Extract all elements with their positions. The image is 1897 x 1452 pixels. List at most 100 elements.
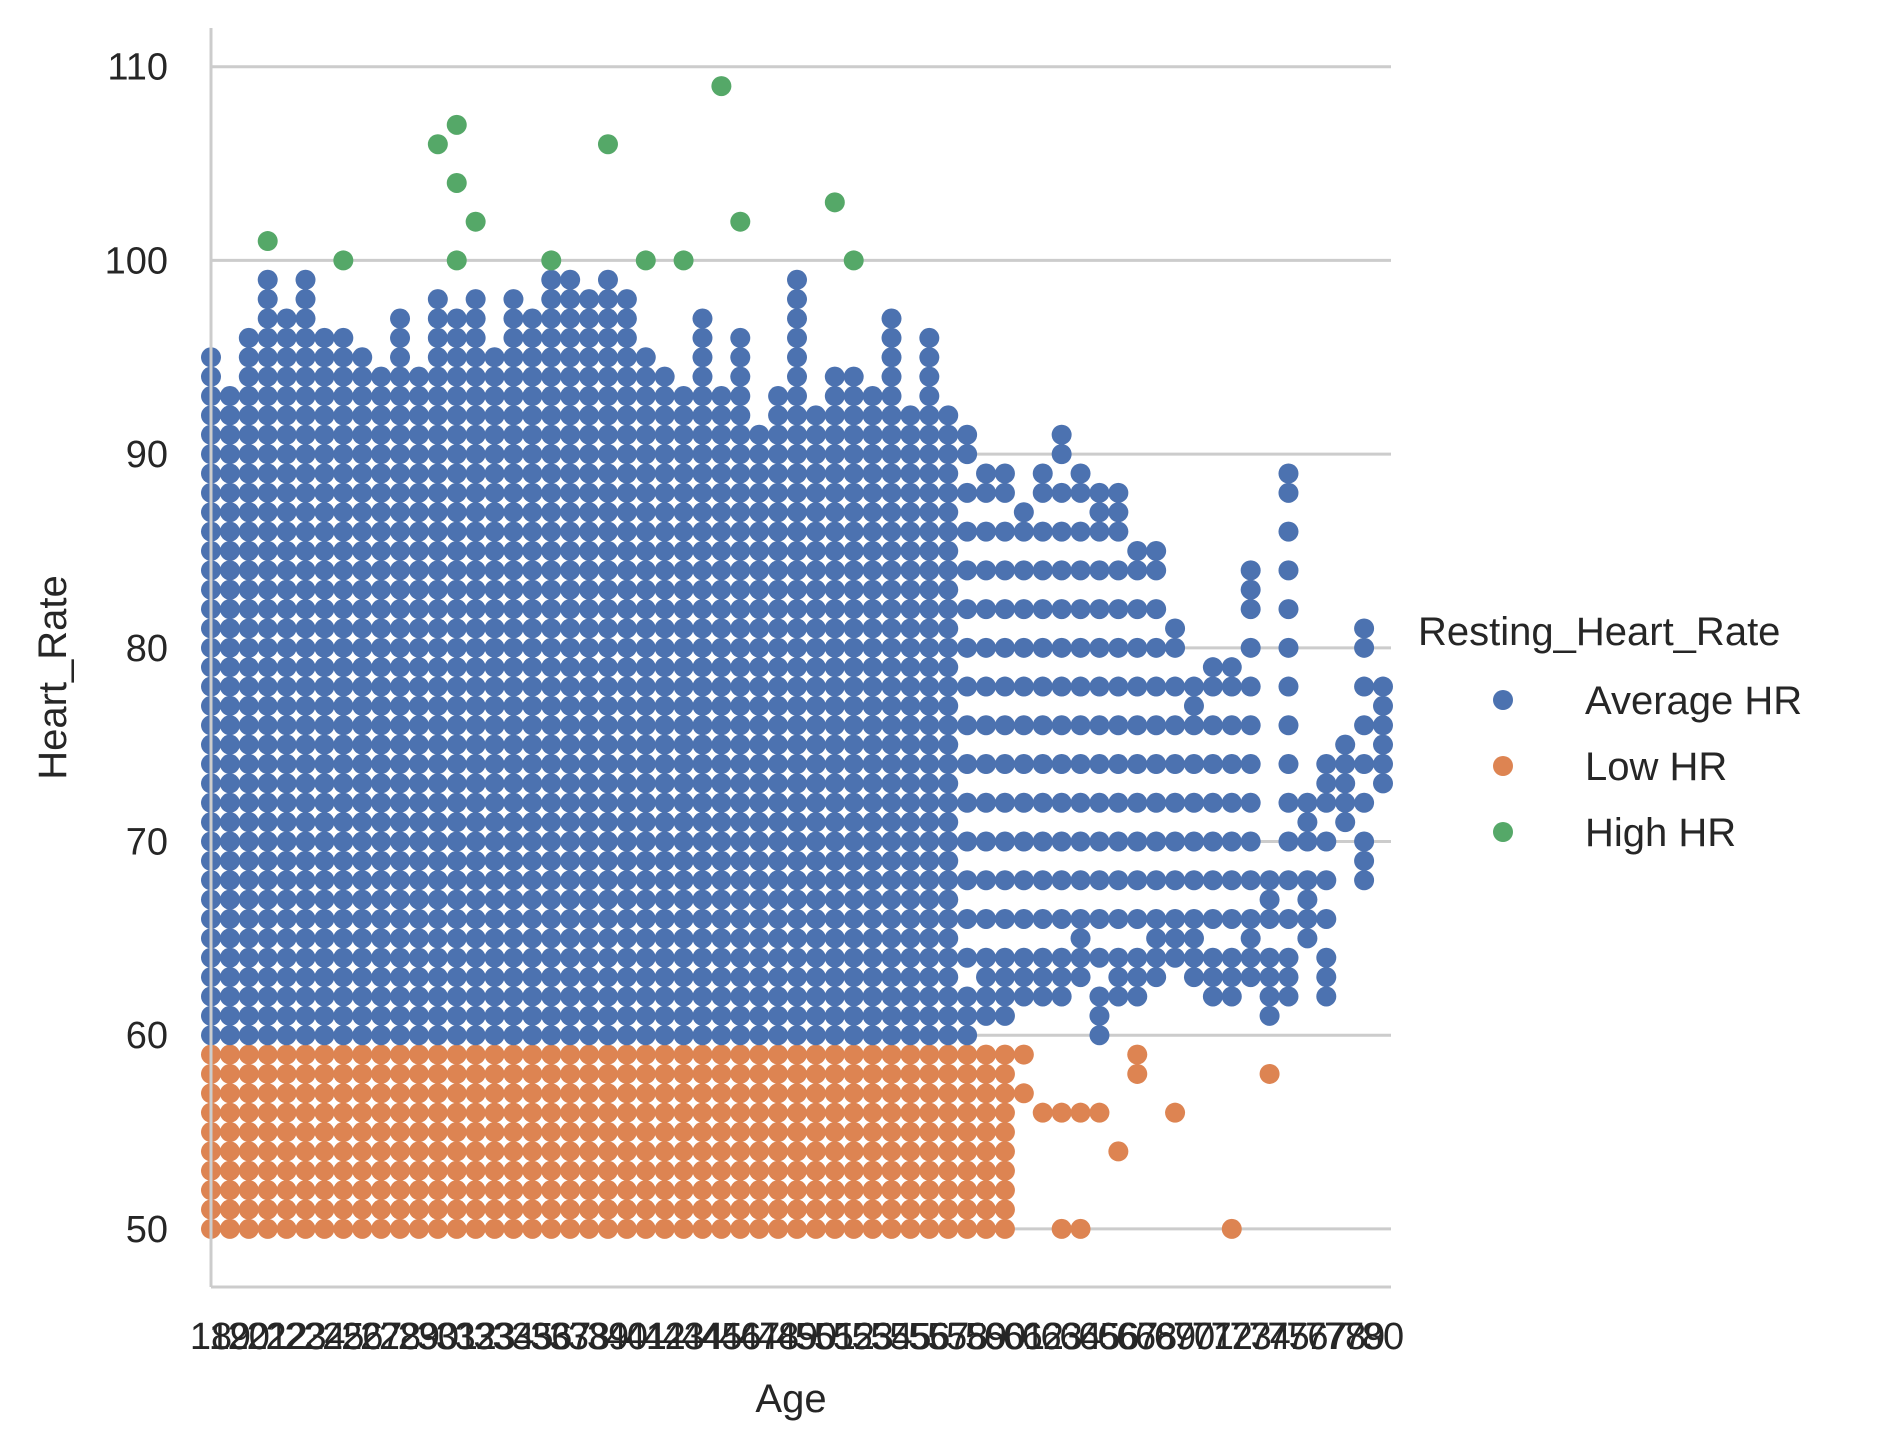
point-average-hr	[1089, 637, 1110, 658]
point-average-hr	[579, 444, 600, 465]
point-low-hr	[768, 1083, 789, 1104]
point-average-hr	[1070, 967, 1091, 988]
point-average-hr	[295, 1025, 316, 1046]
point-low-hr	[276, 1063, 297, 1084]
point-average-hr	[484, 792, 505, 813]
point-average-hr	[1051, 482, 1072, 503]
point-average-hr	[257, 502, 278, 523]
point-average-hr	[768, 967, 789, 988]
point-average-hr	[352, 928, 373, 949]
point-average-hr	[749, 831, 770, 852]
point-average-hr	[749, 444, 770, 465]
point-average-hr	[390, 967, 411, 988]
point-low-hr	[616, 1122, 637, 1143]
point-average-hr	[787, 347, 807, 368]
point-average-hr	[843, 734, 864, 755]
point-average-hr	[446, 695, 467, 716]
point-average-hr	[503, 715, 524, 736]
point-average-hr	[1089, 502, 1110, 523]
point-average-hr	[371, 463, 392, 484]
point-average-hr	[805, 482, 826, 503]
point-average-hr	[843, 463, 864, 484]
point-average-hr	[390, 889, 411, 910]
point-average-hr	[919, 986, 940, 1007]
point-low-hr	[919, 1199, 940, 1220]
point-average-hr	[730, 947, 751, 968]
x-tick-label: 40	[606, 1316, 648, 1358]
point-average-hr	[692, 405, 713, 426]
point-low-hr	[446, 1141, 467, 1162]
point-low-hr	[390, 1122, 411, 1143]
point-average-hr	[560, 831, 581, 852]
point-low-hr	[957, 1102, 978, 1123]
point-average-hr	[446, 579, 467, 600]
point-average-hr	[541, 521, 562, 542]
point-average-hr	[503, 657, 524, 678]
point-average-hr	[862, 482, 883, 503]
point-average-hr	[579, 289, 600, 310]
point-average-hr	[843, 482, 864, 503]
point-average-hr	[1089, 831, 1110, 852]
point-low-hr	[276, 1141, 297, 1162]
point-average-hr	[295, 986, 316, 1007]
point-average-hr	[579, 676, 600, 697]
point-low-hr	[503, 1044, 524, 1065]
point-average-hr	[900, 715, 921, 736]
point-average-hr	[219, 676, 240, 697]
point-average-hr	[692, 521, 713, 542]
point-average-hr	[843, 405, 864, 426]
point-low-hr	[503, 1063, 524, 1084]
point-average-hr	[843, 928, 864, 949]
point-average-hr	[219, 521, 240, 542]
point-low-hr	[787, 1141, 807, 1162]
point-average-hr	[427, 347, 448, 368]
point-average-hr	[881, 967, 902, 988]
point-average-hr	[787, 715, 807, 736]
point-average-hr	[257, 308, 278, 329]
point-average-hr	[484, 734, 505, 755]
point-low-hr	[805, 1141, 826, 1162]
point-low-hr	[427, 1044, 448, 1065]
point-average-hr	[352, 405, 373, 426]
point-low-hr	[673, 1102, 694, 1123]
point-low-hr	[541, 1218, 562, 1239]
point-average-hr	[390, 482, 411, 503]
point-low-hr	[711, 1141, 732, 1162]
point-average-hr	[768, 870, 789, 891]
point-average-hr	[314, 347, 335, 368]
point-average-hr	[711, 947, 732, 968]
point-low-hr	[805, 1102, 826, 1123]
point-low-hr	[484, 1199, 505, 1220]
point-average-hr	[541, 405, 562, 426]
x-tick-label: 48	[757, 1316, 799, 1358]
point-low-hr	[938, 1180, 959, 1201]
point-average-hr	[238, 347, 259, 368]
point-average-hr	[881, 812, 902, 833]
point-average-hr	[616, 676, 637, 697]
point-average-hr	[805, 734, 826, 755]
point-average-hr	[597, 754, 618, 775]
point-average-hr	[371, 482, 392, 503]
point-average-hr	[427, 618, 448, 639]
point-average-hr	[257, 327, 278, 348]
point-high-hr	[446, 114, 467, 135]
point-low-hr	[408, 1180, 429, 1201]
point-average-hr	[560, 695, 581, 716]
point-average-hr	[824, 734, 845, 755]
point-average-hr	[1202, 792, 1223, 813]
point-low-hr	[862, 1083, 883, 1104]
point-average-hr	[371, 850, 392, 871]
point-average-hr	[673, 482, 694, 503]
point-average-hr	[635, 1005, 656, 1026]
point-low-hr	[219, 1218, 240, 1239]
point-average-hr	[541, 618, 562, 639]
point-average-hr	[257, 947, 278, 968]
point-average-hr	[427, 695, 448, 716]
point-average-hr	[1089, 1025, 1110, 1046]
point-average-hr	[352, 695, 373, 716]
point-average-hr	[843, 792, 864, 813]
point-average-hr	[654, 889, 675, 910]
point-average-hr	[1354, 637, 1375, 658]
point-average-hr	[1146, 540, 1167, 561]
point-average-hr	[219, 792, 240, 813]
